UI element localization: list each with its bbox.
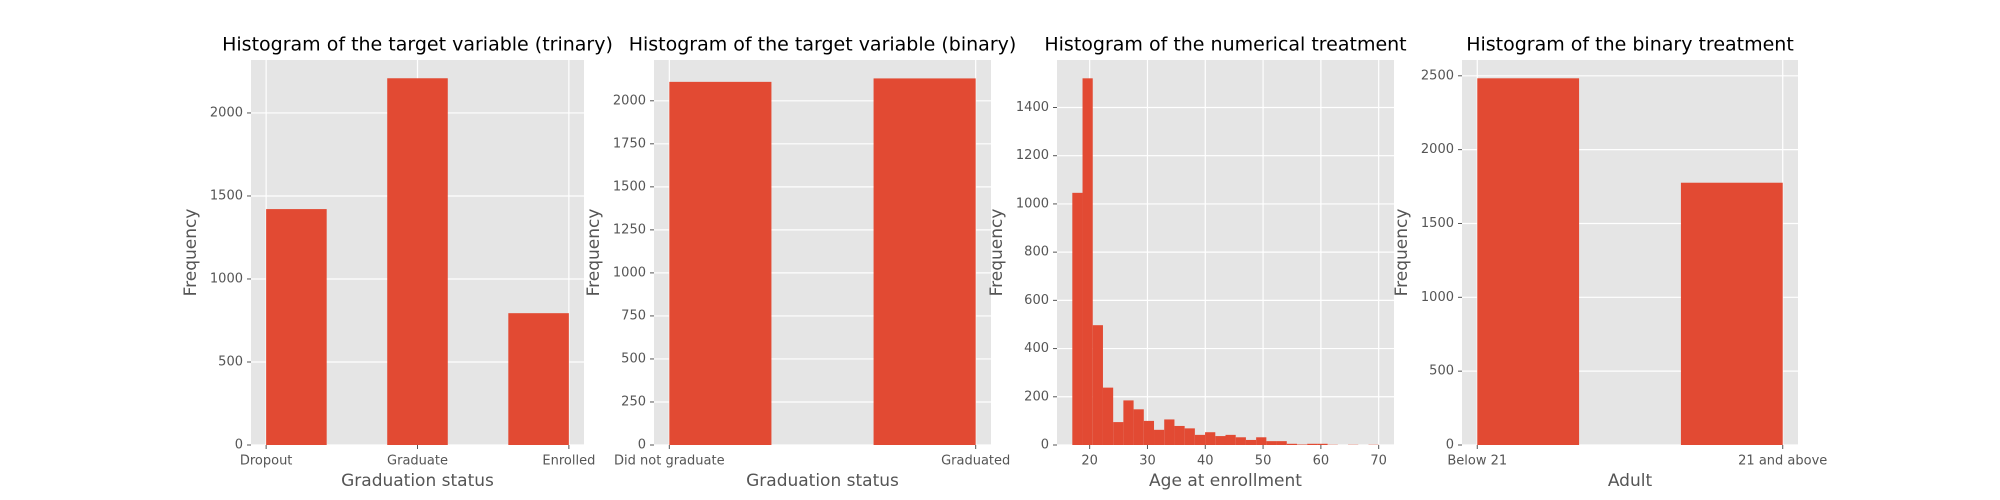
y-tick-label: 200 [1024,389,1049,404]
x-tick-label: 30 [1139,454,1156,469]
x-axis-label: Adult [1608,471,1653,491]
subplot: 0 500 1000 1500 2000 Dropout Graduate Enrolled H… [181,34,613,492]
x-tick-label: 40 [1197,454,1214,469]
chart-title: Histogram of the target variable (trinar… [222,34,613,56]
y-tick-label: 500 [621,351,646,366]
bar [1092,325,1103,445]
bar [1245,439,1257,445]
bar [1317,443,1328,445]
y-axis-label: Frequency [987,209,1007,297]
y-tick-label: 0 [1041,438,1049,453]
bar [1184,428,1195,445]
bar [1082,78,1093,446]
y-tick-label: 1000 [613,265,646,280]
bar [1174,425,1185,445]
y-tick-label: 2000 [1421,142,1454,157]
x-tick-label: 50 [1255,454,1272,469]
y-tick-label: 400 [1024,341,1049,356]
bar [1123,400,1134,445]
x-axis-label: Graduation status [341,471,494,491]
x-tick-label: Enrolled [542,454,595,469]
bar [1286,443,1297,445]
bar [1215,436,1226,445]
y-tick-label: 1000 [210,271,243,286]
y-tick-label: 1000 [1016,196,1049,211]
x-tick-label: 70 [1370,454,1387,469]
subplot: 0 200 400 600 800 1000 1200 1400 20 30 40 50 60 70 His… [987,34,1407,492]
x-tick-label: 60 [1313,454,1330,469]
subplot: 0 500 1000 1500 2000 2500 Below 21 21 and above… [1392,34,1827,492]
bar [1133,409,1144,445]
bar [266,209,327,445]
bar [1307,443,1318,445]
y-tick-label: 500 [1429,364,1454,379]
bar [1143,420,1155,445]
y-tick-label: 1500 [210,188,243,203]
bar [1256,437,1267,445]
y-tick-label: 750 [621,308,646,323]
bar [1102,387,1114,445]
bar [669,81,772,446]
bar [873,78,976,446]
bar [1164,419,1175,445]
y-tick-label: 0 [1446,438,1454,453]
bar [1276,441,1287,445]
y-tick-label: 250 [621,394,646,409]
bar [1072,192,1083,445]
x-tick-label: Dropout [240,454,293,469]
x-axis-label: Graduation status [746,471,899,491]
x-tick-label: 21 and above [1738,454,1827,469]
bar [1113,422,1124,445]
x-axis-label: Age at enrollment [1149,471,1302,491]
y-axis-label: Frequency [584,209,604,297]
bar [1225,434,1236,445]
chart-title: Histogram of the target variable (binary… [629,34,1017,56]
bar [1235,437,1246,445]
chart-title: Histogram of the binary treatment [1466,34,1794,56]
bar [508,313,569,445]
y-tick-label: 2500 [1421,68,1454,83]
bar [1205,432,1216,445]
x-tick-label: Below 21 [1447,454,1507,469]
y-tick-label: 1000 [1421,290,1454,305]
bar [1154,429,1165,445]
bar [387,78,448,446]
y-tick-label: 0 [235,438,243,453]
y-tick-label: 1500 [1421,216,1454,231]
y-axis-label: Frequency [1392,209,1412,297]
y-tick-label: 500 [218,354,243,369]
y-tick-label: 2000 [210,105,243,120]
subplot: 0 250 500 750 1000 1250 1500 1750 2000 Did not gr… [584,34,1016,492]
y-tick-label: 800 [1024,245,1049,260]
x-tick-label: Did not graduate [614,454,725,469]
y-tick-label: 2000 [613,93,646,108]
y-tick-label: 0 [638,438,646,453]
y-tick-label: 1400 [1016,100,1049,115]
x-tick-label: Graduated [941,454,1010,469]
y-tick-label: 1500 [613,179,646,194]
y-tick-label: 600 [1024,293,1049,308]
x-tick-label: Graduate [387,454,448,469]
bar [1194,434,1206,445]
bar [1680,182,1783,446]
chart-title: Histogram of the numerical treatment [1044,34,1406,56]
y-tick-label: 1250 [613,222,646,237]
y-tick-label: 1200 [1016,148,1049,163]
x-tick-label: 20 [1081,454,1098,469]
bar [1477,78,1580,446]
y-tick-label: 1750 [613,136,646,151]
bar [1266,441,1277,445]
y-axis-label: Frequency [181,209,201,297]
